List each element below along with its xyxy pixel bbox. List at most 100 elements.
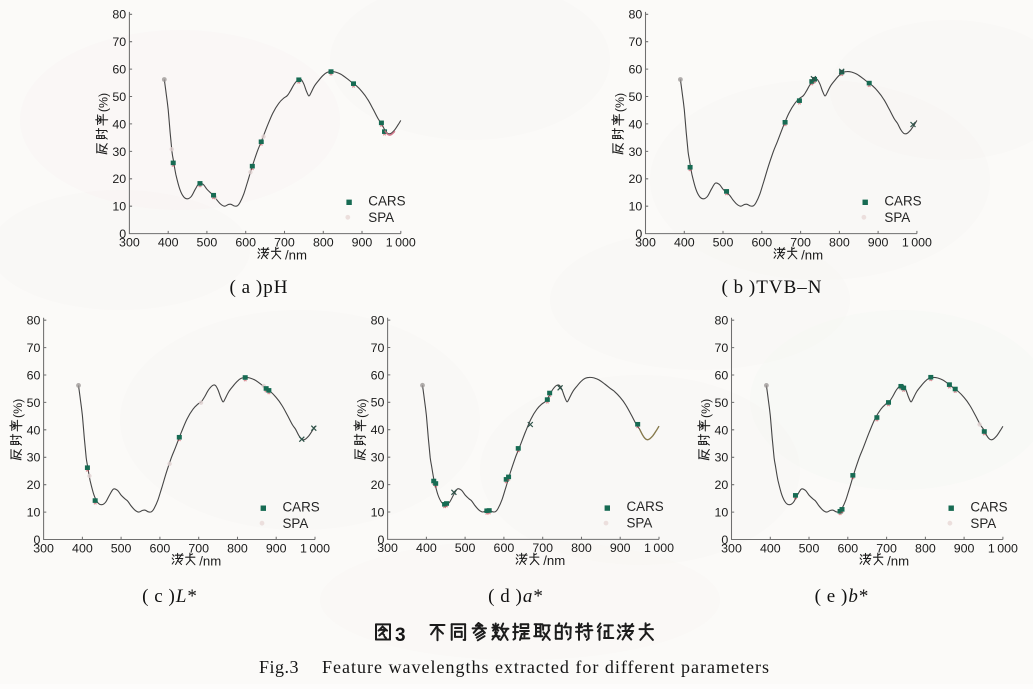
svg-text:CARS: CARS [368, 193, 405, 208]
svg-text:0: 0 [377, 533, 384, 547]
svg-text:600: 600 [235, 235, 256, 249]
svg-text:80: 80 [112, 8, 126, 22]
svg-text:300: 300 [635, 235, 656, 249]
svg-text:0: 0 [119, 227, 126, 241]
svg-text:70: 70 [715, 341, 729, 355]
svg-text:500: 500 [799, 541, 820, 555]
svg-text:600: 600 [751, 235, 772, 249]
svg-text:CARS: CARS [884, 193, 921, 208]
svg-text:CARS: CARS [970, 499, 1007, 514]
svg-text:800: 800 [313, 235, 334, 249]
svg-text:20: 20 [371, 478, 385, 492]
svg-text:Fig.3: Fig.3 [259, 657, 299, 677]
svg-text:SPA: SPA [283, 516, 309, 531]
svg-text:600: 600 [837, 541, 858, 555]
svg-text:800: 800 [227, 541, 248, 555]
svg-text:900: 900 [266, 541, 287, 555]
svg-text:1 000: 1 000 [902, 235, 932, 249]
svg-text:900: 900 [868, 235, 889, 249]
svg-text:600: 600 [494, 541, 515, 555]
svg-text:SPA: SPA [368, 210, 394, 225]
svg-text:0: 0 [635, 227, 642, 241]
svg-text:60: 60 [112, 63, 126, 77]
svg-text:CARS: CARS [283, 499, 320, 514]
svg-text:3: 3 [395, 625, 406, 646]
svg-text:800: 800 [915, 541, 936, 555]
svg-text:( e )b*: ( e )b* [815, 586, 870, 607]
svg-text:300: 300 [721, 541, 742, 555]
svg-text:400: 400 [416, 541, 437, 555]
svg-text:900: 900 [610, 541, 631, 555]
svg-text:60: 60 [629, 63, 643, 77]
svg-text:500: 500 [197, 235, 218, 249]
svg-text:20: 20 [629, 172, 643, 186]
svg-text:70: 70 [27, 341, 41, 355]
svg-text:50: 50 [27, 396, 41, 410]
svg-text:1 000: 1 000 [300, 541, 330, 555]
svg-text:30: 30 [715, 451, 729, 465]
svg-text:CARS: CARS [627, 499, 664, 514]
svg-text:( c )L*: ( c )L* [142, 586, 198, 607]
svg-text:40: 40 [112, 117, 126, 131]
svg-text:500: 500 [111, 541, 132, 555]
svg-text:70: 70 [629, 35, 643, 49]
svg-text:800: 800 [829, 235, 850, 249]
svg-text:( a )pH: ( a )pH [230, 277, 289, 298]
svg-text:80: 80 [629, 8, 643, 22]
svg-text:(%): (%) [355, 399, 369, 418]
svg-text:80: 80 [371, 314, 385, 328]
svg-text:500: 500 [713, 235, 734, 249]
svg-text:/nm: /nm [285, 247, 307, 262]
svg-text:500: 500 [455, 541, 476, 555]
svg-text:Feature wavelengths extracted: Feature wavelengths extracted for differ… [322, 657, 770, 677]
svg-text:(%): (%) [97, 93, 111, 112]
svg-text:700: 700 [188, 541, 209, 555]
svg-text:(%): (%) [613, 93, 627, 112]
svg-text:1 000: 1 000 [988, 541, 1018, 555]
svg-text:60: 60 [27, 368, 41, 382]
svg-text:10: 10 [715, 506, 729, 520]
svg-text:1 000: 1 000 [644, 541, 674, 555]
svg-text:1 000: 1 000 [386, 235, 416, 249]
svg-text:/nm: /nm [887, 553, 909, 568]
svg-text:70: 70 [371, 341, 385, 355]
svg-text:50: 50 [629, 90, 643, 104]
svg-text:400: 400 [158, 235, 179, 249]
svg-text:40: 40 [371, 423, 385, 437]
svg-text:50: 50 [371, 396, 385, 410]
svg-text:300: 300 [33, 541, 54, 555]
svg-text:40: 40 [27, 423, 41, 437]
svg-text:700: 700 [532, 541, 553, 555]
svg-text:(%): (%) [11, 399, 25, 418]
svg-text:300: 300 [377, 541, 398, 555]
svg-text:60: 60 [371, 368, 385, 382]
svg-text:0: 0 [33, 533, 40, 547]
svg-text:900: 900 [352, 235, 373, 249]
svg-text:80: 80 [715, 314, 729, 328]
svg-text:40: 40 [629, 117, 643, 131]
svg-text:20: 20 [715, 478, 729, 492]
svg-text:(%): (%) [699, 399, 713, 418]
svg-text:600: 600 [150, 541, 171, 555]
svg-text:/nm: /nm [543, 553, 565, 568]
svg-text:30: 30 [629, 145, 643, 159]
svg-text:60: 60 [715, 368, 729, 382]
svg-text:70: 70 [112, 35, 126, 49]
svg-text:30: 30 [371, 451, 385, 465]
svg-text:10: 10 [112, 200, 126, 214]
svg-text:900: 900 [954, 541, 975, 555]
svg-text:50: 50 [715, 396, 729, 410]
svg-text:30: 30 [27, 451, 41, 465]
svg-text:20: 20 [27, 478, 41, 492]
svg-text:400: 400 [674, 235, 695, 249]
svg-text:( d )a*: ( d )a* [488, 586, 544, 607]
svg-text:/nm: /nm [199, 553, 221, 568]
svg-text:700: 700 [274, 235, 295, 249]
svg-text:40: 40 [715, 423, 729, 437]
svg-text:700: 700 [876, 541, 897, 555]
svg-text:400: 400 [760, 541, 781, 555]
svg-text:20: 20 [112, 172, 126, 186]
svg-text:10: 10 [27, 506, 41, 520]
svg-text:( b )TVB–N: ( b )TVB–N [722, 277, 823, 298]
svg-text:SPA: SPA [970, 516, 996, 531]
